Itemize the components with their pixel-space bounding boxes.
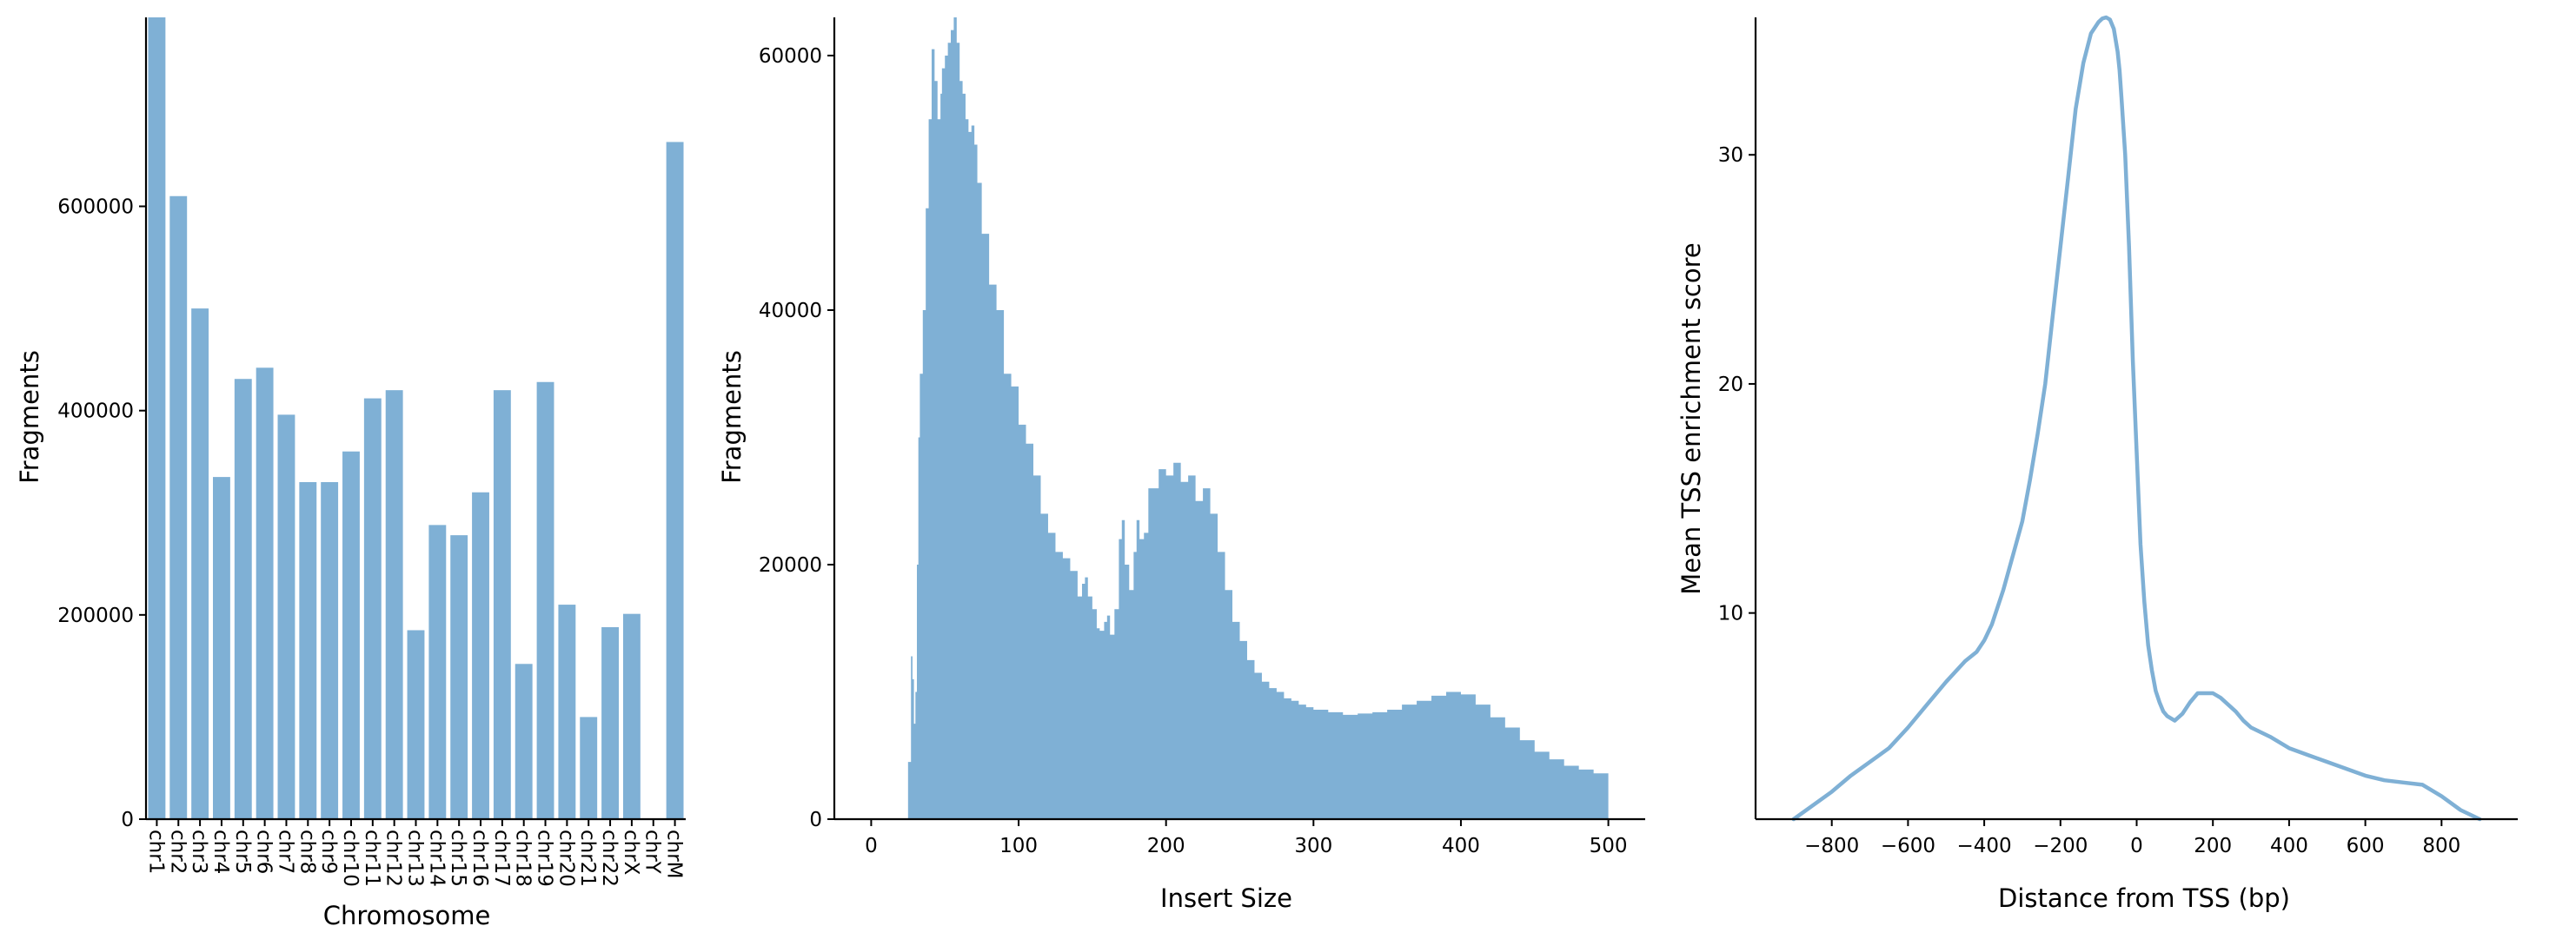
- x-tick-label-chr10: chr10: [339, 830, 362, 887]
- tss-enrichment-line: [1791, 15, 2482, 822]
- x-tick-label: 300: [1294, 835, 1332, 857]
- x-tick-label-chr1: chr1: [144, 830, 167, 874]
- x-tick-label-chr15: chr15: [447, 830, 469, 887]
- y-tick-label: 20000: [759, 554, 822, 577]
- bar-chr17: [493, 390, 511, 819]
- x-tick-label: 400: [2270, 835, 2308, 857]
- chromosome-y-axis-title: Fragments: [15, 350, 44, 484]
- bar-chr18: [515, 664, 533, 819]
- x-tick-label-chr5: chr5: [231, 830, 254, 874]
- chromosome-bars: [148, 17, 684, 819]
- y-tick-label: 10: [1718, 603, 1743, 625]
- x-tick-label-chr8: chr8: [295, 830, 318, 874]
- y-tick-label: 200000: [57, 605, 134, 627]
- bar-chrX: [622, 613, 641, 819]
- y-tick-label: 30: [1718, 144, 1743, 167]
- x-tick-label-chr2: chr2: [166, 830, 189, 874]
- x-tick-label: −200: [2033, 835, 2088, 857]
- x-tick-label: 200: [2194, 835, 2232, 857]
- bar-chr5: [234, 379, 252, 819]
- bar-chr2: [169, 195, 188, 819]
- insert-size-chart: 0 20000 40000 60000 0 100 200 300 400 500 Insert…: [717, 17, 1645, 913]
- x-tick-label-chrM: chrM: [663, 830, 686, 879]
- tss-y-axis-title: Mean TSS enrichment score: [1676, 242, 1706, 595]
- x-tick-label-chr13: chr13: [404, 830, 427, 887]
- tss-x-axis-title: Distance from TSS (bp): [1998, 883, 2290, 913]
- y-tick-label: 0: [809, 809, 822, 831]
- chromosome-y-ticks: 0 200000 400000 600000: [57, 196, 146, 831]
- x-tick-label-chr18: chr18: [512, 830, 534, 887]
- y-tick-label: 40000: [759, 300, 822, 322]
- bar-chr19: [536, 381, 554, 819]
- bar-chr4: [213, 477, 230, 819]
- y-tick-label: 60000: [759, 45, 822, 68]
- x-tick-label: −600: [1881, 835, 1935, 857]
- tss-x-ticks: −800 −600 −400 −200 0 200 400 600 800: [1804, 819, 2460, 857]
- y-tick-label: 600000: [57, 196, 134, 219]
- tss-enrichment-chart: 10 20 30 −800 −600 −400 −200 0 200 400 600 800 Dis…: [1676, 15, 2518, 913]
- tss-y-ticks: 10 20 30: [1718, 144, 1756, 625]
- x-tick-label-chrY: chrY: [641, 830, 664, 875]
- chromosome-x-axis-title: Chromosome: [323, 901, 491, 930]
- bar-chrM: [666, 142, 684, 819]
- bar-chr3: [191, 308, 209, 819]
- x-tick-label: 800: [2422, 835, 2460, 857]
- bar-chr10: [342, 451, 360, 819]
- x-tick-label-chr3: chr3: [188, 830, 210, 874]
- x-tick-label: −800: [1804, 835, 1859, 857]
- bar-chr1: [148, 17, 166, 819]
- x-tick-label-chr7: chr7: [274, 830, 296, 874]
- x-tick-label: 0: [2130, 835, 2143, 857]
- bar-chr21: [580, 717, 598, 819]
- x-tick-label: 400: [1442, 835, 1480, 857]
- insert-size-histogram: [907, 17, 1609, 819]
- x-tick-label: 500: [1590, 835, 1628, 857]
- bar-chr7: [277, 414, 295, 819]
- bar-chr20: [558, 605, 576, 819]
- x-tick-label-chr22: chr22: [598, 830, 621, 887]
- insert-size-x-axis-title: Insert Size: [1160, 883, 1292, 913]
- x-tick-label-chr12: chr12: [382, 830, 405, 887]
- bar-chr8: [299, 481, 317, 819]
- bar-chr14: [428, 525, 447, 819]
- x-tick-label-chr21: chr21: [576, 830, 599, 887]
- bar-chr16: [472, 492, 489, 819]
- insert-size-y-ticks: 0 20000 40000 60000: [759, 45, 834, 831]
- chromosome-x-ticks: chr1chr2chr3chr4chr5chr6chr7chr8chr9chr1…: [144, 819, 686, 887]
- insert-size-y-axis-title: Fragments: [717, 350, 747, 484]
- bar-chr15: [450, 535, 468, 819]
- x-tick-label: 0: [865, 835, 878, 857]
- bar-chr13: [407, 630, 425, 819]
- y-tick-label: 400000: [57, 400, 134, 423]
- x-tick-label-chr14: chr14: [425, 830, 448, 887]
- x-tick-label-chr4: chr4: [209, 830, 232, 874]
- x-tick-label: 200: [1147, 835, 1185, 857]
- x-tick-label-chr17: chr17: [490, 830, 513, 887]
- x-tick-label-chr16: chr16: [468, 830, 491, 887]
- x-tick-label: 100: [999, 835, 1038, 857]
- x-tick-label-chr20: chr20: [554, 830, 577, 887]
- x-tick-label: −400: [1957, 835, 2012, 857]
- insert-size-x-ticks: 0 100 200 300 400 500: [865, 819, 1628, 857]
- x-tick-label: 600: [2347, 835, 2385, 857]
- x-tick-label-chr9: chr9: [317, 830, 340, 874]
- bar-chr11: [363, 398, 382, 819]
- x-tick-label-chr19: chr19: [534, 830, 556, 887]
- y-tick-label: 0: [121, 809, 134, 831]
- bar-chr22: [601, 626, 619, 819]
- bar-chr12: [385, 390, 403, 819]
- x-tick-label-chrX: chrX: [620, 830, 642, 876]
- x-tick-label-chr6: chr6: [253, 830, 276, 874]
- bar-chr6: [256, 367, 274, 819]
- x-tick-label-chr11: chr11: [361, 830, 383, 887]
- bar-chr9: [321, 481, 339, 819]
- chromosome-chart: 0 200000 400000 600000 chr1chr2chr3chr4chr5…: [15, 17, 686, 930]
- y-tick-label: 20: [1718, 374, 1743, 396]
